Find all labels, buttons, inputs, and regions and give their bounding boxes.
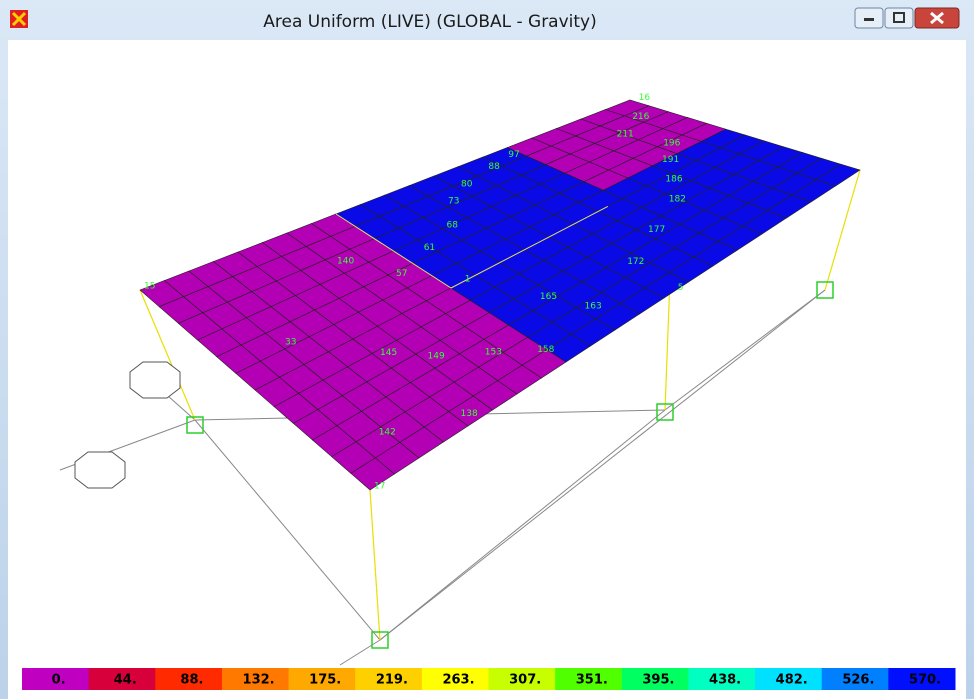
element-label: 163 [585,301,602,311]
element-label: 17 [374,482,385,492]
color-legend: 0. 44. 88. 132. 175. 219. 263. 307. 351. 395. 438.… [22,668,956,690]
legend-label: 132. [243,673,275,688]
element-label: 68 [447,220,459,230]
element-label: 158 [537,345,554,355]
legend-label: 526. [842,673,874,688]
element-label: 177 [648,225,665,235]
legend-label: 0. [52,673,66,688]
element-label: 196 [663,139,680,149]
element-label: 88 [488,162,500,172]
element-label: 182 [669,194,686,204]
legend-label: 570. [909,673,941,688]
screen: Area Uniform (LIVE) (GLOBAL - Gravity) 1… [0,0,974,699]
element-label: 140 [337,257,354,267]
element-label: 153 [485,347,502,357]
element-label: 80 [461,180,473,190]
element-label: 16 [639,93,651,103]
window: Area Uniform (LIVE) (GLOBAL - Gravity) 1… [0,0,974,699]
grid-bubble [130,362,180,398]
legend-label: 482. [776,673,808,688]
legend-label: 351. [576,673,608,688]
element-label: 149 [428,351,445,361]
maximize-button[interactable] [885,8,913,28]
legend-label: 44. [114,673,137,688]
legend-label: 175. [309,673,341,688]
element-label: 145 [380,348,397,358]
element-label: 61 [424,243,435,253]
element-label: 211 [617,130,634,140]
grid-bubble [75,452,125,488]
element-label: 33 [285,337,296,347]
legend-label: 395. [642,673,674,688]
element-label: 172 [627,257,644,267]
element-label: 5 [678,283,684,293]
legend-label: 88. [180,673,203,688]
element-label: 165 [540,292,557,302]
minimize-icon [864,18,874,21]
window-title: Area Uniform (LIVE) (GLOBAL - Gravity) [263,12,597,32]
legend-label: 219. [376,673,408,688]
legend-label: 263. [442,673,474,688]
element-label: 216 [632,112,649,122]
element-label: 15 [144,282,155,292]
element-label: 57 [396,269,407,279]
element-label: 73 [448,196,459,206]
element-label: 142 [379,427,396,437]
legend-label: 438. [709,673,741,688]
element-label: 186 [665,174,682,184]
element-label: 191 [662,155,679,165]
element-label: 138 [461,409,478,419]
legend-label: 307. [509,673,541,688]
element-label: 97 [508,150,519,160]
element-label: 1 [465,274,471,284]
